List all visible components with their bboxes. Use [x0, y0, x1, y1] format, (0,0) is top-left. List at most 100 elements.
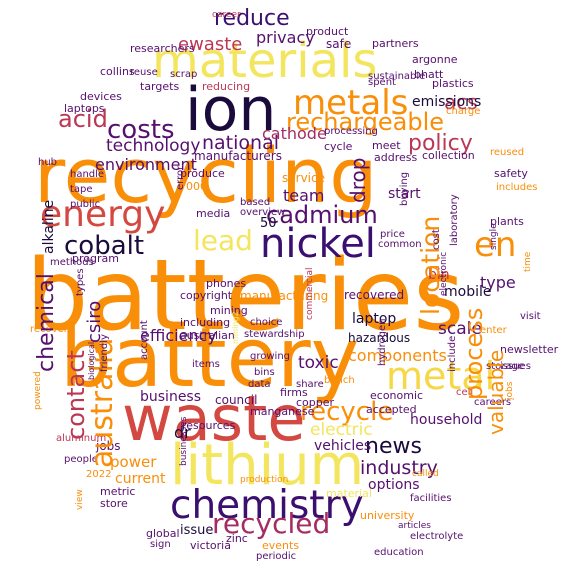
word-nickel: nickel: [260, 221, 376, 267]
word-safe: safe: [326, 37, 352, 51]
word-environment: environment: [95, 155, 197, 174]
word-called: electrolyte: [410, 531, 464, 542]
word-biological: biological: [87, 341, 96, 380]
word-2022: articles: [398, 521, 431, 531]
word-materials: materials: [152, 33, 378, 89]
word-growing: stewardship: [244, 329, 305, 340]
word-methods: methods: [50, 257, 94, 268]
word-items: growing: [250, 351, 290, 362]
word-visit: hydrogen: [377, 318, 388, 366]
word-error: error: [175, 165, 186, 190]
word-including: including: [180, 316, 231, 329]
word-recycle: recycle: [300, 397, 394, 427]
word-types: types: [75, 268, 86, 296]
word-storage: issues: [500, 361, 531, 372]
word-lithium: lithium: [170, 433, 365, 498]
word-lead: lead: [193, 224, 253, 257]
word-global: university: [360, 509, 415, 522]
word-reused: reused: [490, 147, 525, 158]
word-service: service: [282, 171, 325, 185]
word-devices: devices: [80, 90, 122, 103]
word-choice: mining2: [231, 311, 240, 344]
word-manufacturing: manufacturing: [240, 289, 329, 303]
word-components: components: [348, 346, 447, 365]
word-power: power: [110, 453, 157, 471]
word-store: people: [64, 454, 98, 465]
word-team: team: [283, 186, 325, 205]
word-hub: hub: [38, 157, 58, 168]
word-privacy: privacy: [256, 28, 315, 47]
word-en: en: [474, 225, 517, 265]
word-sign: facilities: [410, 493, 452, 504]
word-start: start: [388, 186, 421, 202]
word-newsletter: enter: [480, 325, 507, 336]
word-bins: items: [192, 359, 220, 370]
word-address: address: [374, 151, 418, 164]
word-phones: phones: [206, 277, 247, 290]
word-battery: battery: [60, 311, 360, 406]
word-price: price: [380, 229, 405, 240]
word-national: national: [202, 132, 280, 154]
word-processing: processing: [324, 126, 378, 137]
word-firms: firms: [280, 386, 308, 399]
word-emissions: emissions: [412, 94, 482, 110]
word-based: based: [240, 197, 271, 208]
word-friendly: friendly: [99, 334, 110, 372]
word-technology: technology: [106, 136, 201, 156]
word-mining: mining: [210, 304, 248, 317]
word-industrial: single: [489, 223, 499, 250]
word-reuse: reuse: [130, 67, 158, 78]
word-mobile: mobile: [444, 284, 492, 300]
word-chemistry: chemistry: [170, 483, 364, 528]
word-commercial: businesses: [179, 416, 189, 466]
word-australian: australian: [180, 329, 235, 342]
word-resources: resources: [182, 419, 236, 432]
word-account: account: [139, 320, 150, 360]
word-common: common: [378, 239, 422, 250]
word-000: 000: [186, 180, 207, 193]
word-jobs: include: [447, 335, 458, 372]
word-university: production: [240, 475, 289, 485]
word-laptops: laptops: [64, 102, 105, 115]
word-manufacturers: manufacturers: [194, 149, 282, 163]
word-produce: produce: [180, 167, 225, 180]
word-material: store: [100, 497, 128, 510]
word-view: 2022: [86, 469, 112, 480]
word-production: metric: [100, 485, 136, 498]
word-batteries: batteries: [26, 239, 465, 353]
word-industry: industry: [360, 457, 438, 479]
word-council: council: [215, 393, 258, 407]
word-rechargeable: rechargeable: [286, 108, 445, 136]
word-collection: collection: [422, 149, 475, 162]
word-efficiency: efficiency: [140, 326, 217, 345]
word-drop: drop: [346, 157, 370, 203]
word-sustainable: sustainable: [368, 71, 426, 82]
word-recovered: recovered: [344, 288, 405, 302]
word-data: bins: [254, 367, 275, 378]
word-safety: safety: [494, 167, 528, 180]
word-metric: aluminum: [56, 433, 107, 444]
word-includes: includes: [496, 182, 538, 193]
word-bench: share: [296, 379, 324, 390]
word-laboratory: laboratory: [449, 194, 460, 246]
word-victoria: sign: [150, 539, 171, 550]
word-buying: buying: [399, 171, 410, 206]
word-recover: recover: [30, 324, 68, 335]
word-laptop: laptop: [352, 311, 397, 327]
word-ion: ion: [185, 75, 277, 145]
word-articles: education: [374, 547, 424, 558]
word-charge: charge: [446, 106, 481, 117]
word-argonne: argonne: [412, 53, 458, 66]
word-facilities: material: [326, 487, 372, 500]
word-policy: policy: [408, 131, 473, 156]
word-metal: metal: [386, 354, 496, 398]
word-recycled: recycled: [212, 507, 331, 540]
word-acs: acs: [444, 90, 478, 114]
word-bin: bin: [428, 267, 450, 283]
word-cell: storage: [486, 361, 524, 372]
word-electrolyte: periodic: [256, 551, 297, 562]
word-plants: plants: [490, 215, 524, 228]
word-single: time: [523, 251, 533, 272]
word-people: jobs: [96, 439, 121, 453]
